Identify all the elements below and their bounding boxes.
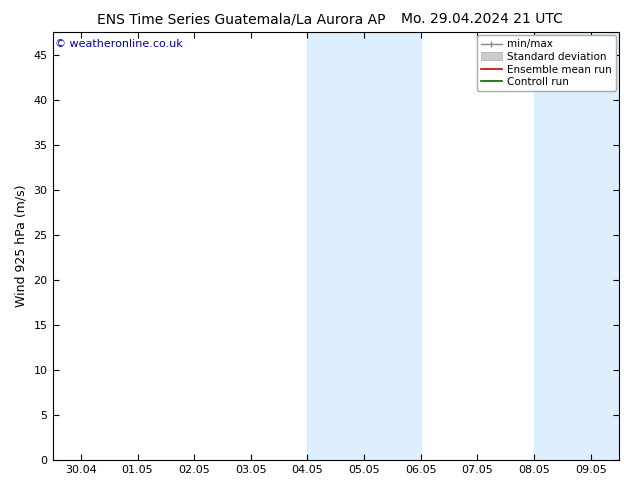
Y-axis label: Wind 925 hPa (m/s): Wind 925 hPa (m/s) — [15, 185, 28, 307]
Text: © weatheronline.co.uk: © weatheronline.co.uk — [55, 39, 183, 49]
Legend: min/max, Standard deviation, Ensemble mean run, Controll run: min/max, Standard deviation, Ensemble me… — [477, 35, 616, 92]
Bar — [534, 32, 619, 460]
Bar — [307, 32, 421, 460]
Text: ENS Time Series Guatemala/La Aurora AP: ENS Time Series Guatemala/La Aurora AP — [96, 12, 385, 26]
Text: Mo. 29.04.2024 21 UTC: Mo. 29.04.2024 21 UTC — [401, 12, 563, 26]
